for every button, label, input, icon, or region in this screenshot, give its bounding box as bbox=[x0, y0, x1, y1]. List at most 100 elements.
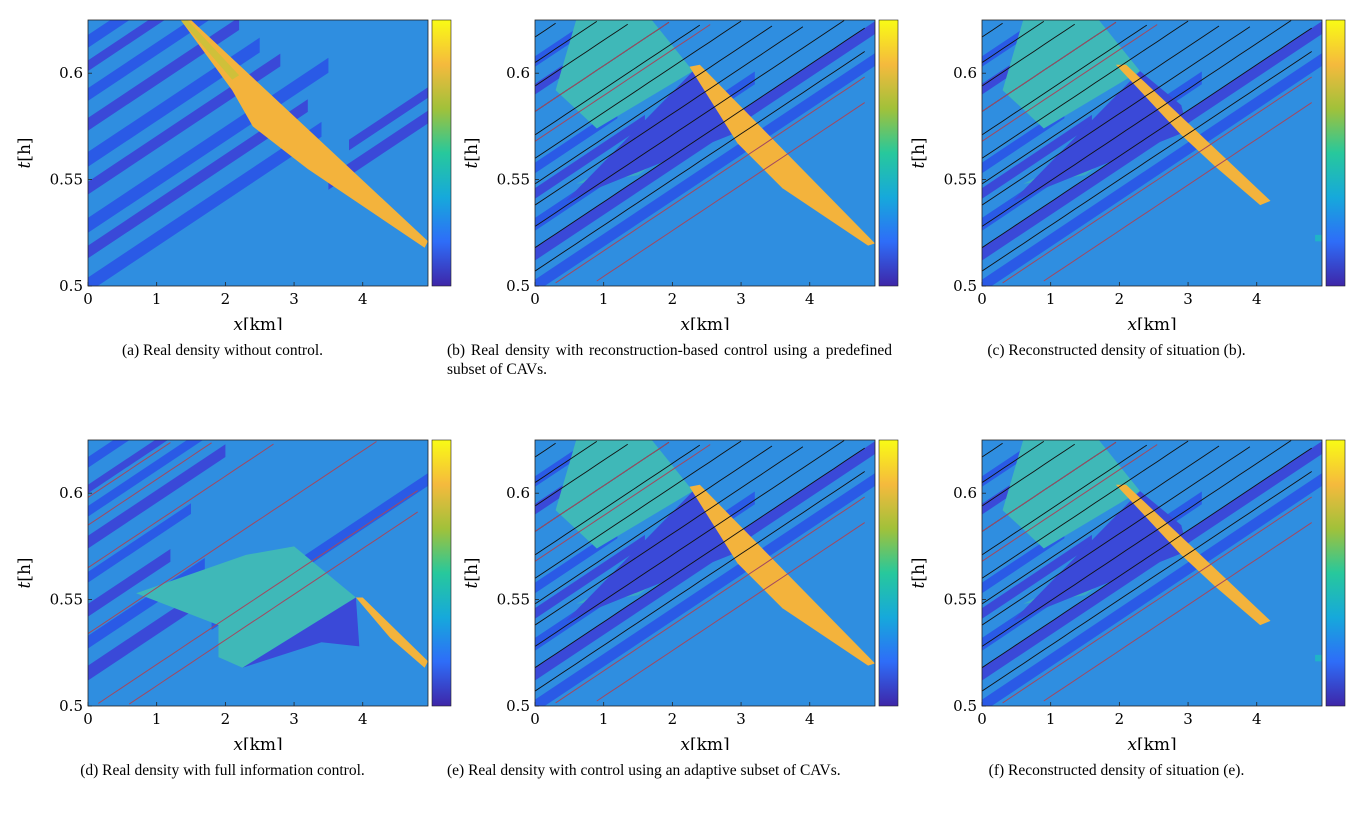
vehicle-trajectory-5 bbox=[535, 440, 742, 579]
x-tick-label: 1 bbox=[1046, 710, 1056, 728]
congestion-wave bbox=[689, 64, 875, 246]
density-plot-area bbox=[982, 20, 1322, 286]
density-band-5 bbox=[88, 444, 226, 549]
density-band-6 bbox=[535, 444, 584, 487]
x-tick-label: 1 bbox=[599, 710, 609, 728]
cav-trajectory-2 bbox=[535, 24, 711, 142]
y-tick-label: 0.5 bbox=[59, 277, 83, 295]
x-tick-label: 1 bbox=[152, 710, 162, 728]
vehicle-trajectory-10 bbox=[535, 22, 556, 38]
x-tick-label: 4 bbox=[805, 290, 815, 308]
y-axis-label: t[h] bbox=[15, 137, 35, 168]
x-tick-label: 4 bbox=[358, 710, 368, 728]
y-axis-label: t[h] bbox=[462, 137, 482, 168]
density-band-6 bbox=[88, 20, 210, 101]
y-axis-label: t[h] bbox=[909, 557, 929, 588]
vehicle-trajectory-9 bbox=[535, 441, 598, 483]
vehicle-trajectory-2 bbox=[982, 20, 1292, 227]
colorbar bbox=[878, 19, 899, 287]
cav-trajectory-1 bbox=[1002, 76, 1312, 284]
cav-trajectory-1 bbox=[1002, 496, 1312, 704]
density-band-4 bbox=[88, 37, 260, 167]
x-axis-label: x[km] bbox=[233, 735, 282, 750]
x-tick-label: 4 bbox=[1252, 710, 1262, 728]
y-tick-label: 0.55 bbox=[497, 171, 530, 189]
dark-wedge bbox=[565, 71, 742, 201]
congestion-wave bbox=[355, 597, 428, 668]
vehicle-trajectory-5 bbox=[535, 20, 742, 159]
vehicle-trajectory-9 bbox=[535, 21, 598, 63]
x-tick-label: 0 bbox=[530, 290, 540, 308]
cav-trajectory-2 bbox=[982, 444, 1158, 562]
density-plot-area bbox=[535, 20, 875, 286]
y-tick-label: 0.5 bbox=[506, 697, 530, 715]
teal-region-upper bbox=[555, 20, 693, 129]
x-tick-label: 2 bbox=[668, 710, 678, 728]
cav-trajectory-3 bbox=[535, 21, 670, 112]
vehicle-trajectory-0 bbox=[982, 471, 1312, 692]
vehicle-trajectory-2 bbox=[982, 440, 1292, 647]
x-tick-label: 3 bbox=[736, 290, 746, 308]
x-axis-label: x[km] bbox=[1127, 735, 1176, 750]
x-axis-label: x[km] bbox=[233, 315, 282, 330]
y-tick-label: 0.5 bbox=[953, 697, 977, 715]
density-band-0 bbox=[982, 53, 1322, 286]
plot-frame bbox=[981, 439, 1323, 707]
x-tick-label: 0 bbox=[83, 710, 93, 728]
y-tick-label: 0.55 bbox=[50, 591, 83, 609]
vehicle-trajectory-6 bbox=[982, 24, 1148, 136]
congestion-wave bbox=[1115, 484, 1271, 626]
y-tick-label: 0.6 bbox=[506, 484, 530, 502]
cav-trajectory-2 bbox=[88, 441, 377, 635]
x-tick-label: 3 bbox=[1183, 290, 1193, 308]
density-plot-area bbox=[88, 440, 428, 706]
figure-caption: (b) Real density with reconstruction-bas… bbox=[447, 342, 892, 378]
vehicle-trajectory-4 bbox=[982, 25, 1220, 185]
density-band-8 bbox=[88, 20, 130, 48]
cav-trajectory-1 bbox=[555, 496, 865, 704]
dark-wedge bbox=[565, 491, 742, 621]
congestion-wave bbox=[180, 20, 428, 248]
density-band-6 bbox=[535, 24, 584, 67]
y-tick-label: 0.55 bbox=[944, 171, 977, 189]
density-band-3 bbox=[982, 114, 1092, 199]
y-tick-label: 0.6 bbox=[953, 64, 977, 82]
x-tick-label: 3 bbox=[1183, 710, 1193, 728]
density-band-0 bbox=[88, 121, 322, 286]
figure-caption: (e) Real density with control using an a… bbox=[447, 762, 841, 779]
y-axis-label: t[h] bbox=[462, 557, 482, 588]
cav-trajectory-1 bbox=[98, 490, 418, 704]
y-tick-label: 0.55 bbox=[50, 171, 83, 189]
cav-trajectory-3 bbox=[535, 441, 670, 532]
cav-trajectory-3 bbox=[982, 21, 1117, 112]
vehicle-trajectory-6 bbox=[535, 24, 701, 136]
x-tick-label: 3 bbox=[289, 710, 299, 728]
vehicle-trajectory-2 bbox=[535, 440, 845, 647]
y-tick-label: 0.6 bbox=[59, 64, 83, 82]
density-band-0 bbox=[982, 473, 1322, 706]
figure-caption: (c) Reconstructed density of situation (… bbox=[987, 342, 1246, 359]
x-axis-label: x[km] bbox=[680, 315, 729, 330]
y-tick-label: 0.6 bbox=[59, 484, 83, 502]
colorbar bbox=[431, 439, 452, 707]
vehicle-trajectory-2 bbox=[535, 20, 845, 227]
vehicle-trajectory-1 bbox=[535, 27, 865, 249]
vehicle-trajectory-10 bbox=[982, 22, 1003, 38]
vehicle-trajectory-10 bbox=[982, 442, 1003, 458]
y-tick-label: 0.55 bbox=[944, 591, 977, 609]
vehicle-trajectory-1 bbox=[982, 27, 1312, 249]
vehicle-trajectory-5 bbox=[982, 20, 1189, 159]
cav-trajectory-2 bbox=[982, 24, 1158, 142]
cav-trajectory-0 bbox=[596, 102, 865, 282]
teal-region-upper bbox=[555, 440, 693, 549]
vehicle-trajectory-5 bbox=[982, 440, 1189, 579]
x-tick-label: 1 bbox=[152, 290, 162, 308]
density-band-3 bbox=[982, 534, 1092, 619]
x-tick-label: 4 bbox=[358, 290, 368, 308]
density-plot-area bbox=[982, 440, 1322, 706]
density-band-3 bbox=[535, 114, 645, 199]
